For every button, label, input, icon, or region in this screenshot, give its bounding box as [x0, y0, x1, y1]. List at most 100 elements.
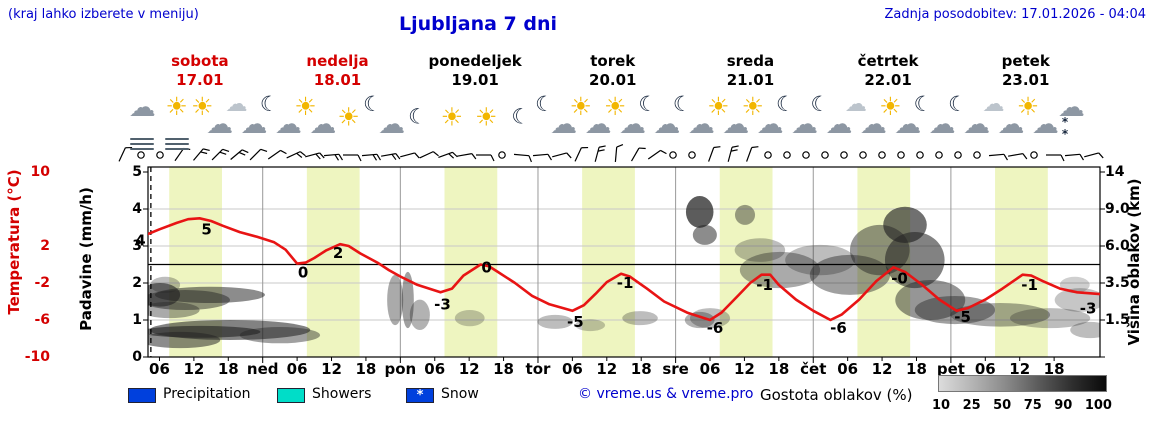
- temperature-label: -5: [954, 308, 971, 326]
- last-update-timestamp: Zadnja posodobitev: 17.01.2026 - 04:04: [884, 7, 1146, 22]
- fog-icon: [164, 138, 189, 140]
- plot-frame: [147, 166, 1101, 358]
- cloud-blob: [154, 286, 265, 303]
- weather-icon-snow-cloud: ☁ * *: [1052, 92, 1090, 141]
- cloud-icon: ☁: [859, 109, 887, 140]
- cloud-blob: [148, 283, 181, 307]
- cloud-blob: [734, 204, 756, 225]
- wind-calm-icon: [156, 151, 164, 159]
- hour-tick: 12: [458, 360, 480, 378]
- cloud-blob: [950, 302, 1051, 327]
- day-date: 21.01: [726, 71, 775, 89]
- cloud-blob: [884, 231, 945, 289]
- wind-calm-icon: [878, 151, 886, 159]
- precip-axis-tick: 4: [132, 201, 142, 217]
- wind-barb-icon: [476, 154, 495, 162]
- weather-icon-sun-cloud: ☀ ☁: [742, 94, 784, 138]
- moon-icon: ☾: [535, 92, 554, 116]
- temperature-line: [148, 217, 1100, 322]
- day-header-četrtek: četrtek 22.01: [813, 52, 963, 90]
- wind-calm-icon: [973, 151, 981, 159]
- weather-icon-moon-cloud: ☾ ☁: [810, 94, 852, 139]
- day-abbrev: čet: [800, 360, 827, 378]
- hour-tick: 18: [906, 360, 927, 378]
- hour-tick: 12: [183, 360, 205, 378]
- snow-icon: * *: [1061, 115, 1070, 141]
- hour-tick: 06: [974, 360, 996, 378]
- weather-icon-sun-cloud: ☀ ☁: [604, 94, 646, 140]
- weather-icon-sun-cloud: ☀ ☁: [191, 94, 233, 138]
- cloud-blob: [454, 310, 485, 327]
- density-tick: 100: [1084, 398, 1112, 413]
- snow-star-icon: *: [416, 388, 424, 403]
- wind-barb-icon: [118, 146, 133, 162]
- precip-axis-tick: 0: [132, 349, 142, 365]
- day-header-torek: torek 20.01: [538, 52, 688, 90]
- wind-barb-icon: [343, 154, 362, 162]
- cloudL-icon: ☁: [844, 92, 867, 117]
- temperature-label: -5: [567, 313, 584, 331]
- wind-calm-icon: [935, 151, 943, 159]
- cloud-icon: ☁: [619, 109, 646, 140]
- hour-tick: 18: [768, 360, 790, 378]
- sun-icon: ☀: [165, 92, 188, 121]
- day-date: 20.01: [589, 71, 637, 89]
- weather-icon-moon-cloud: ☾ ☁: [535, 92, 577, 139]
- day-abbrev: ned: [246, 360, 279, 378]
- fog-icon: [130, 138, 155, 140]
- wind-calm-icon: [840, 151, 848, 159]
- sun-icon: ☀: [440, 102, 464, 132]
- wind-barb-icon: [174, 147, 191, 162]
- sun-icon: ☀: [1016, 92, 1040, 121]
- wind-calm-icon: [688, 151, 696, 159]
- weather-icon-cloud2: ☁ ☁: [225, 94, 267, 139]
- cloud-icon: ☁: [1031, 109, 1059, 140]
- daylight-band: [306, 167, 360, 357]
- cloud-axis-tick: 3.5: [1105, 275, 1130, 291]
- cloud-icon: ☁: [791, 109, 819, 140]
- cloud-blob: [537, 314, 573, 329]
- day-name: petek: [1001, 52, 1050, 70]
- wind-barb-icon: [323, 153, 343, 161]
- cloud-blob: [739, 251, 821, 289]
- cloud-blob: [895, 280, 966, 320]
- wind-calm-icon: [764, 151, 772, 159]
- hour-tick: 12: [321, 360, 342, 378]
- moon-icon: ☾: [776, 92, 795, 116]
- density-tick: 10: [932, 398, 951, 413]
- wind-calm-icon: [954, 151, 962, 159]
- daylight-band: [995, 167, 1048, 357]
- hour-tick: 18: [493, 360, 514, 378]
- cloud-height-axis-label: Višina oblakov (km): [1125, 178, 1143, 346]
- wind-barb-icon: [249, 148, 268, 161]
- wind-barb-icon: [1064, 153, 1084, 161]
- temperature-label: 5: [201, 220, 211, 238]
- weather-icon-moon: ☾: [502, 96, 540, 138]
- cloud-icon: ☁: [928, 109, 956, 140]
- weather-icon-moon-cloud: ☾ ☁: [673, 94, 715, 140]
- day-date: 22.01: [864, 71, 912, 89]
- page-title: Ljubljana 7 dni: [398, 13, 558, 35]
- cloud-icon: ☁: [1057, 92, 1085, 123]
- weather-icon-moon-cloud: ☾ ☁: [363, 94, 405, 139]
- weather-icon-fog: ☁: [123, 94, 161, 140]
- cloud-blob: [148, 325, 261, 338]
- wind-barb-icon: [513, 153, 532, 163]
- copyright-link[interactable]: © vreme.us & vreme.pro: [578, 386, 754, 402]
- cloud-density-label: Gostota oblakov (%): [760, 386, 913, 404]
- weather-icon-sun-cloud: ☀ ☁: [294, 94, 336, 138]
- cloud-blob: [575, 319, 606, 332]
- daylight-band: [719, 167, 773, 357]
- cloud-axis-tick: 9.0: [1105, 201, 1130, 217]
- weather-icon-moon-cloud: ☾ ☁: [948, 94, 990, 139]
- wind-barb-icon: [630, 147, 646, 162]
- wind-barb-icon: [211, 148, 230, 161]
- cloud-blob: [387, 274, 404, 326]
- hour-tick: 06: [424, 360, 446, 378]
- cloud-icon: ☁: [687, 109, 715, 140]
- day-name: sobota: [171, 52, 229, 70]
- cloud-icon: ☁: [653, 109, 681, 140]
- cloud-axis-tick: 6.0: [1105, 238, 1130, 254]
- precipitation-legend-label: Precipitation: [163, 386, 251, 402]
